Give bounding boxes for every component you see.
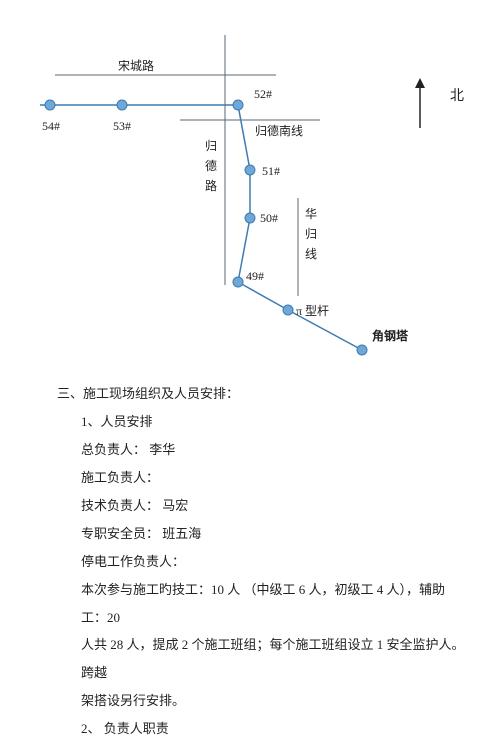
line-2: 施工负责人：	[81, 464, 465, 492]
svg-text:51#: 51#	[262, 164, 280, 178]
svg-text:归德南线: 归德南线	[255, 123, 303, 138]
section-3-2: 2、 负责人职责	[81, 715, 465, 743]
section-3-title: 三、施工现场组织及人员安排：	[57, 380, 465, 408]
line-4: 专职安全员： 班五海	[81, 520, 465, 548]
body-text: 三、施工现场组织及人员安排： 1、人员安排 总负责人： 李华 施工负责人： 技术…	[65, 380, 465, 743]
site-diagram: 54#53#52#51#50#49#π 型杆角钢塔宋城路归德南线归德路华归线北	[0, 0, 500, 375]
svg-text:线: 线	[305, 247, 317, 261]
line-1: 总负责人： 李华	[81, 436, 465, 464]
line-6: 本次参与施工旳技工：10 人 （中级工 6 人，初级工 4 人），辅助工：20	[81, 576, 465, 632]
svg-text:路: 路	[205, 178, 217, 193]
svg-text:π 型杆: π 型杆	[296, 304, 329, 318]
line-5: 停电工作负责人：	[81, 548, 465, 576]
section-3-1: 1、人员安排	[81, 408, 465, 436]
svg-text:49#: 49#	[246, 269, 264, 283]
svg-text:归: 归	[205, 139, 217, 153]
svg-text:宋城路: 宋城路	[118, 58, 154, 73]
svg-text:53#: 53#	[113, 119, 131, 133]
svg-text:50#: 50#	[260, 211, 278, 225]
svg-text:角钢塔: 角钢塔	[372, 328, 409, 343]
line-3: 技术负责人： 马宏	[81, 492, 465, 520]
svg-text:54#: 54#	[42, 119, 60, 133]
svg-text:北: 北	[450, 88, 464, 104]
svg-text:华: 华	[305, 207, 317, 221]
svg-text:德: 德	[205, 158, 217, 173]
svg-text:52#: 52#	[254, 87, 272, 101]
svg-text:归: 归	[305, 227, 317, 241]
line-8: 架搭设另行安排。	[81, 687, 465, 715]
line-7: 人共 28 人，提成 2 个施工班组；每个施工班组设立 1 安全监护人。跨越	[81, 631, 465, 687]
